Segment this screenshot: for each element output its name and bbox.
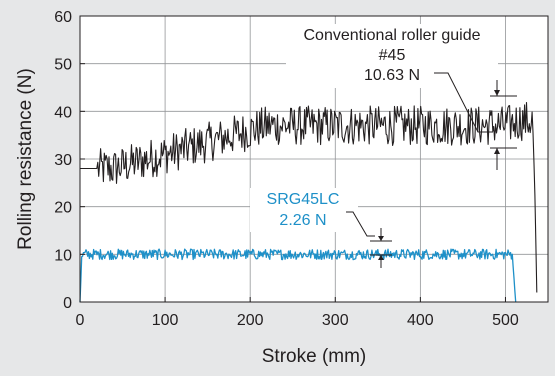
conventional-leader-line — [434, 72, 493, 133]
y-axis-title: Rolling resistance (N) — [15, 68, 36, 250]
conventional-arrowhead-top — [494, 90, 500, 96]
conventional-label-box — [286, 24, 498, 88]
x-axis-title: Stroke (mm) — [262, 346, 367, 367]
srg-label-value: 2.26 N — [279, 212, 326, 229]
x-tick-label: 200 — [237, 312, 264, 329]
y-tick-label: 20 — [54, 200, 72, 217]
x-tick-label: 0 — [76, 312, 85, 329]
srg-arrowhead-top — [378, 236, 384, 241]
y-tick-label: 50 — [54, 57, 72, 74]
x-tick-label: 300 — [322, 312, 349, 329]
srg-arrowhead-bottom — [378, 255, 384, 260]
conventional-label-line2: #45 — [379, 47, 406, 64]
srg-label-box — [250, 188, 358, 232]
x-tick-label: 100 — [152, 312, 179, 329]
srg-label-name: SRG45LC — [267, 191, 340, 208]
x-tick-label: 400 — [407, 312, 434, 329]
conventional-annotation: Conventional roller guide #45 10.63 N — [286, 24, 517, 170]
series-conventional-line — [80, 101, 538, 293]
y-tick-label: 30 — [54, 152, 72, 169]
y-tick-label: 40 — [54, 104, 72, 121]
series-layer — [79, 101, 538, 303]
y-tick-label: 60 — [54, 9, 72, 26]
x-tick-label: 500 — [492, 312, 519, 329]
conventional-label-line1: Conventional roller guide — [304, 27, 481, 44]
conventional-label-value: 10.63 N — [364, 67, 420, 84]
tick-labels: 0 10 20 30 40 50 60 0 100 200 300 400 500 — [54, 9, 519, 329]
ticks — [79, 15, 506, 303]
srg-leader-line — [346, 211, 375, 237]
srg-annotation: SRG45LC 2.26 N — [250, 188, 392, 268]
y-tick-label: 10 — [54, 247, 72, 264]
y-tick-label: 0 — [63, 295, 72, 312]
conventional-arrowhead-bottom — [494, 148, 500, 154]
series-srg45lc-line — [79, 248, 517, 303]
